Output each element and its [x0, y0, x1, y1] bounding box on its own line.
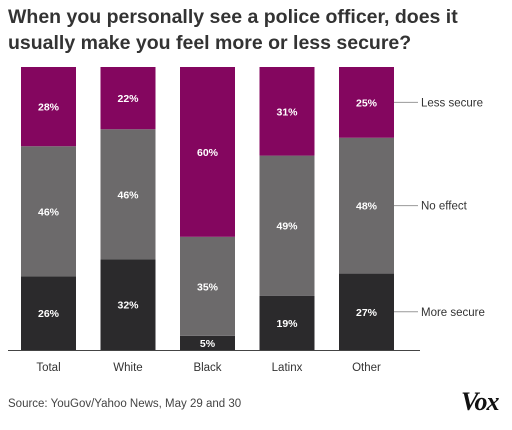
legend-label-less-secure: Less secure — [421, 97, 483, 109]
data-label-latinx-less-secure: 31% — [276, 106, 298, 118]
category-label-other: Other — [352, 362, 381, 374]
bar-segment-latinx-no-effect — [259, 155, 315, 296]
bars-group — [21, 67, 394, 350]
data-label-other-more-secure: 27% — [356, 307, 378, 319]
data-label-white-more-secure: 32% — [117, 300, 139, 312]
category-label-total: Total — [36, 362, 60, 374]
category-label-white: White — [113, 362, 142, 374]
data-label-black-less-secure: 60% — [197, 147, 219, 159]
bar-segment-black-more-secure — [180, 335, 235, 350]
source-note: Source: YouGov/Yahoo News, May 29 and 30 — [8, 398, 242, 410]
bar-segment-total-more-secure — [21, 276, 76, 350]
bar-segment-white-no-effect — [100, 129, 156, 260]
bar-segment-latinx-more-secure — [259, 295, 315, 350]
bar-segment-other-more-secure — [339, 273, 394, 350]
vox-logo: Vox — [461, 387, 499, 416]
bar-segment-total-less-secure — [21, 67, 76, 147]
data-label-other-less-secure: 25% — [356, 97, 378, 109]
data-label-white-no-effect: 46% — [117, 189, 139, 201]
bar-segment-white-more-secure — [100, 259, 156, 350]
data-label-total-no-effect: 46% — [38, 206, 60, 218]
bar-segment-other-less-secure — [339, 67, 394, 138]
data-label-total-less-secure: 28% — [38, 102, 60, 114]
data-label-latinx-no-effect: 49% — [276, 221, 298, 233]
bar-segment-white-less-secure — [100, 67, 156, 130]
bar-segment-latinx-less-secure — [259, 67, 315, 156]
data-label-white-less-secure: 22% — [117, 93, 139, 105]
bar-segment-total-no-effect — [21, 146, 76, 277]
value-labels-group: 26% 46% 28% 32% 46% 22% 5% 35% 60% 19% 49% 31% 27% 48… — [38, 93, 378, 350]
chart-title: When you personally see a police officer… — [8, 6, 458, 54]
category-label-latinx: Latinx — [272, 362, 303, 374]
data-label-latinx-more-secure: 19% — [276, 318, 298, 330]
bar-segment-black-no-effect — [180, 236, 235, 336]
category-label-black: Black — [193, 362, 221, 374]
category-labels-group: Total White Black Latinx Other — [36, 362, 381, 374]
data-label-other-no-effect: 48% — [356, 201, 378, 213]
bar-segment-other-no-effect — [339, 137, 394, 274]
legend-group: More secure No effect Less secure — [394, 97, 485, 319]
bar-segment-black-less-secure — [180, 67, 235, 237]
data-label-black-more-secure: 5% — [200, 338, 216, 350]
data-label-total-more-secure: 26% — [38, 308, 60, 320]
data-label-black-no-effect: 35% — [197, 281, 219, 293]
legend-label-no-effect: No effect — [421, 201, 468, 213]
legend-label-more-secure: More secure — [421, 307, 485, 319]
